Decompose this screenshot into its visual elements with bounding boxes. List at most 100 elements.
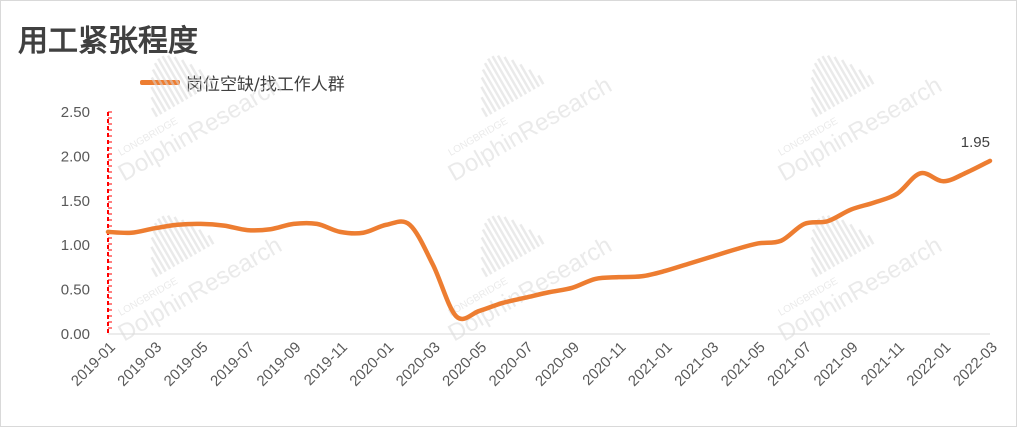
watermark-bar: [810, 76, 832, 110]
watermark-bar: [480, 96, 493, 115]
watermark-bar: [833, 56, 858, 95]
watermark-bar: [511, 59, 532, 93]
watermark-bar: [810, 246, 827, 273]
watermark-bar: [207, 234, 215, 245]
watermark-bar: [528, 69, 541, 88]
watermark-bar: [173, 56, 198, 95]
watermark-bar: [150, 76, 172, 110]
watermark-bar: [503, 216, 528, 255]
watermark-bar: [481, 228, 506, 268]
watermark-bar: [483, 62, 510, 105]
x-tick-label: 2021-11: [858, 339, 908, 389]
watermark-bar: [810, 236, 832, 270]
watermark-bar: [821, 215, 849, 260]
watermark-bar: [151, 228, 176, 268]
chart-title: 用工紧张程度: [18, 24, 198, 59]
watermark-bar: [817, 217, 845, 263]
watermark-bar: [511, 219, 532, 253]
x-tick-label: 2021-03: [671, 339, 722, 390]
x-tick-label: 2019-01: [68, 339, 119, 390]
watermark-bar: [537, 234, 545, 245]
watermark-bar: [813, 222, 840, 265]
watermark-bar: [841, 59, 862, 93]
watermark-bar: [487, 217, 515, 263]
watermark-bar: [867, 234, 875, 245]
x-tick-label: 2022-03: [950, 339, 1001, 390]
watermark-bar: [528, 229, 541, 248]
watermark-bar: [811, 228, 836, 268]
watermark-bar: [150, 246, 167, 273]
y-tick-label: 2.00: [61, 148, 90, 165]
x-tick-label: 2020-11: [579, 339, 629, 389]
y-tick-label: 1.00: [61, 237, 90, 254]
legend-label: 岗位空缺/找工作人群: [186, 74, 345, 95]
watermark-bar: [810, 267, 819, 278]
watermark-bar: [503, 56, 528, 95]
watermark-bar: [189, 63, 206, 90]
watermark-bar: [811, 68, 836, 108]
watermark-bar: [821, 55, 849, 100]
watermark-bar: [519, 63, 536, 90]
watermark-bar: [858, 69, 871, 88]
x-tick-label: 2020-05: [439, 339, 490, 390]
watermark-bar: [810, 107, 819, 118]
watermark-bar: [207, 74, 215, 85]
x-tick-label: 2019-11: [301, 339, 351, 389]
y-tick-label: 2.50: [61, 104, 90, 121]
watermark-bar: [537, 74, 545, 85]
watermark-bar: [810, 256, 823, 275]
data-label: 1.95: [961, 134, 990, 151]
watermark-bar: [150, 107, 159, 118]
y-tick-label: 0.50: [61, 282, 90, 299]
x-tick-label: 2019-09: [254, 339, 305, 390]
watermark-bar: [849, 223, 866, 250]
watermark-bar: [833, 216, 858, 255]
watermark-bar: [810, 86, 827, 113]
watermark-bar: [826, 54, 853, 98]
watermark-bar: [189, 223, 206, 250]
watermark-bar: [519, 223, 536, 250]
watermark-bar: [480, 246, 497, 273]
watermark-bar: [157, 217, 185, 263]
watermark-bar: [198, 229, 211, 248]
watermark-bar: [181, 219, 202, 253]
watermark-bar: [491, 55, 519, 100]
watermark-bar: [810, 96, 823, 115]
watermark-bar: [150, 86, 167, 113]
x-tick-label: 2020-07: [486, 339, 537, 390]
watermark-bar: [496, 54, 523, 98]
x-tick-label: 2021-09: [811, 339, 862, 390]
x-tick-label: 2020-01: [346, 339, 397, 390]
watermark-bar: [491, 215, 519, 260]
watermark-bar: [166, 54, 193, 98]
watermark-bar: [181, 59, 202, 93]
watermark-bar: [826, 214, 853, 258]
watermark-bar: [480, 107, 489, 118]
watermark-bar: [150, 256, 163, 275]
watermark-bar: [480, 236, 502, 270]
watermark-bar: [483, 222, 510, 265]
watermark-bar: [841, 219, 862, 253]
watermark-bar: [150, 236, 172, 270]
watermark-bar: [480, 86, 497, 113]
watermark-bar: [813, 62, 840, 105]
watermark-bar: [496, 214, 523, 258]
watermark-bar: [481, 68, 506, 108]
x-tick-label: 2020-03: [393, 339, 444, 390]
watermark-bar: [157, 57, 185, 103]
watermark-bar: [867, 74, 875, 85]
x-tick-label: 2021-01: [625, 339, 676, 390]
watermark-bar: [480, 256, 493, 275]
watermark-bar: [151, 68, 176, 108]
watermark-bar: [487, 57, 515, 103]
watermark-bar: [480, 76, 502, 110]
watermark-bar: [153, 222, 180, 265]
x-tick-label: 2019-07: [207, 339, 258, 390]
